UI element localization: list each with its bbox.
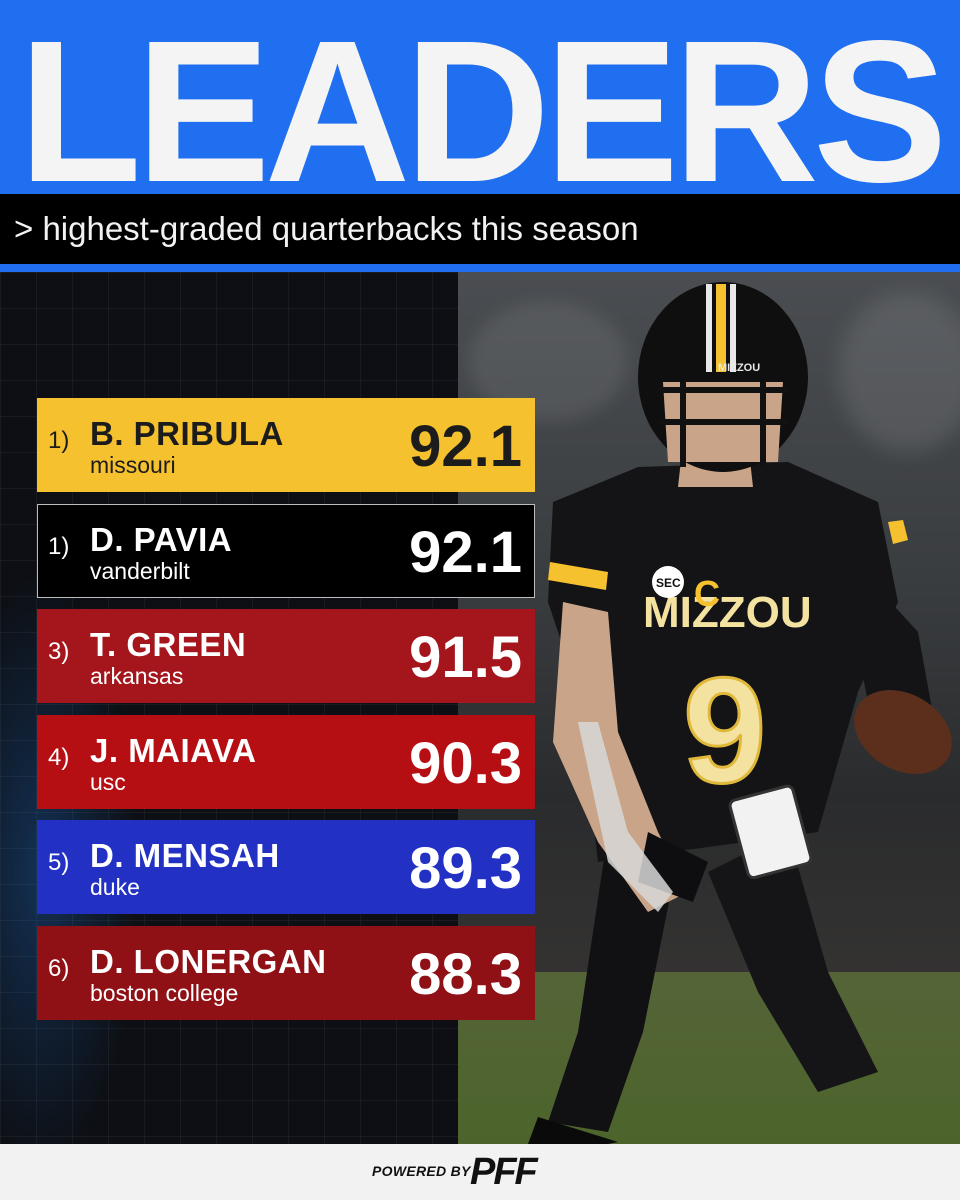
player-grade: 90.3 — [409, 730, 522, 796]
towel — [578, 722, 673, 912]
rank-label: 5) — [48, 849, 70, 876]
team-name: boston college — [90, 979, 239, 1006]
player-name: B. PRIBULA — [90, 415, 284, 452]
subtitle-bar: > highest-graded quarterbacks this seaso… — [0, 194, 960, 264]
helmet-stripe — [716, 284, 726, 372]
helmet-stripe — [706, 284, 712, 372]
helmet-stripe — [730, 284, 736, 372]
football — [854, 690, 952, 774]
rank-label: 1) — [48, 427, 70, 454]
player-arm — [553, 602, 688, 912]
player-grade: 92.1 — [409, 414, 522, 479]
footer: POWERED BY PFF — [0, 1144, 960, 1200]
bokeh-light — [838, 292, 960, 452]
header-banner: LEADERS — [0, 0, 960, 194]
leaderboard-row: 3) T. GREEN arkansas 91.5 — [37, 609, 535, 703]
subtitle: > highest-graded quarterbacks this seaso… — [14, 210, 639, 247]
cleat — [528, 1117, 618, 1144]
captain-patch: C — [694, 573, 720, 614]
pff-logo: PFF — [470, 1151, 538, 1193]
leaderboard-row: 4) J. MAIAVA usc 90.3 — [37, 714, 535, 809]
leaderboard-row: 1) B. PRIBULA missouri 92.1 — [37, 398, 535, 492]
rank-label: 3) — [48, 638, 70, 665]
team-name: arkansas — [90, 663, 184, 689]
facemask — [658, 382, 788, 467]
team-name: usc — [90, 768, 126, 795]
page-title: LEADERS — [18, 28, 947, 194]
jersey-number: 9 — [683, 646, 766, 814]
leaderboard-row: 6) D. LONERGAN boston college 88.3 — [37, 925, 535, 1020]
player-name: D. MENSAH — [90, 837, 280, 874]
leaderboard-row: 1) D. PAVIA vanderbilt 92.1 — [37, 503, 535, 598]
sec-patch — [652, 566, 684, 598]
player-grade: 92.1 — [409, 519, 522, 585]
jersey — [548, 462, 898, 862]
play-card — [728, 784, 813, 880]
player-name: J. MAIAVA — [90, 731, 257, 769]
field-grass — [458, 972, 960, 1144]
player-leg — [548, 832, 673, 1132]
player-name: D. LONERGAN — [90, 942, 327, 980]
rank-label: 4) — [48, 743, 70, 771]
team-name: vanderbilt — [90, 557, 190, 584]
team-name: duke — [90, 874, 140, 900]
team-name: missouri — [90, 452, 176, 478]
player-name: D. PAVIA — [90, 520, 233, 558]
divider — [0, 264, 960, 272]
leaderboard-row: 5) D. MENSAH duke 89.3 — [37, 820, 535, 914]
rank-label: 6) — [48, 954, 70, 982]
player-leg — [708, 832, 878, 1092]
sleeve-stripe — [548, 562, 608, 590]
player-grade: 88.3 — [409, 941, 522, 1007]
quarterback-silhouette: MIZZOU 9 MIZZOU C SEC — [528, 282, 952, 1144]
player-name: T. GREEN — [90, 626, 247, 663]
powered-by-text: POWERED BY — [372, 1163, 471, 1179]
helmet-text: MIZZOU — [718, 362, 760, 374]
sleeve-stripe — [888, 520, 908, 544]
player-grade: 91.5 — [409, 625, 522, 690]
player-grade: 89.3 — [409, 836, 522, 901]
sec-patch-text: SEC — [656, 576, 681, 590]
player-photo: MIZZOU 9 MIZZOU C SEC — [458, 272, 960, 1144]
rank-label: 1) — [48, 532, 70, 560]
